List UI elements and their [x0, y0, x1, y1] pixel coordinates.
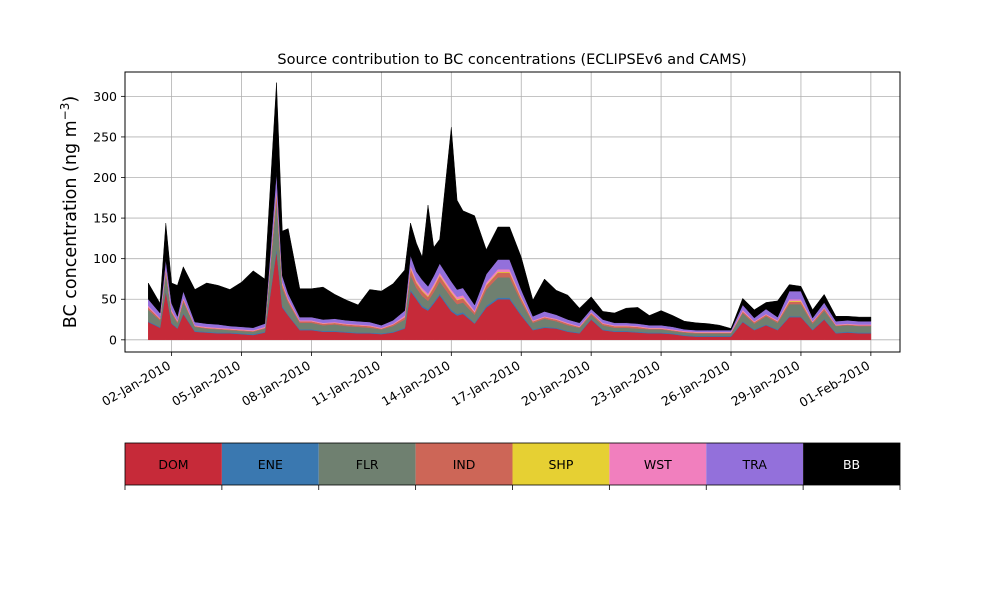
- legend-swatch-ind: [415, 443, 513, 485]
- x-tick-label: 29-Jan-2010: [729, 358, 803, 409]
- legend-swatch-tra: [706, 443, 804, 485]
- area-bb: [148, 82, 872, 331]
- y-axis-label: BC concentration (ng m−3): [58, 96, 81, 328]
- legend-label-ind: IND: [453, 457, 476, 472]
- legend-swatch-flr: [318, 443, 416, 485]
- y-axis-label-superscript: −3: [58, 103, 72, 121]
- x-axis: 02-Jan-201005-Jan-201008-Jan-201011-Jan-…: [99, 352, 872, 410]
- legend-label-dom: DOM: [158, 457, 188, 472]
- y-tick-label: 250: [93, 129, 117, 144]
- x-tick-label: 23-Jan-2010: [589, 358, 663, 409]
- stacked-areas: [148, 82, 872, 341]
- x-tick-label: 20-Jan-2010: [519, 358, 593, 409]
- x-tick-label: 17-Jan-2010: [449, 358, 523, 409]
- x-tick-label: 05-Jan-2010: [169, 358, 243, 409]
- plot-frame: [124, 71, 901, 353]
- x-tick-label: 08-Jan-2010: [239, 358, 313, 409]
- legend-swatch-bb: [803, 443, 900, 485]
- x-tick-label: 14-Jan-2010: [379, 358, 453, 409]
- legend-swatch-ene: [221, 443, 319, 485]
- y-axis-label-main: BC concentration (ng m: [61, 120, 81, 328]
- x-tick-label: 01-Feb-2010: [797, 358, 873, 410]
- legend-label-wst: WST: [644, 457, 672, 472]
- y-tick-label: 0: [109, 332, 117, 347]
- legend-label-shp: SHP: [549, 457, 574, 472]
- legend-swatch-shp: [512, 443, 610, 485]
- legend-swatch-dom: [125, 443, 222, 485]
- chart-title: Source contribution to BC concentrations…: [277, 52, 746, 68]
- y-tick-label: 50: [101, 292, 117, 307]
- legend-colorbar: DOM ENE FLR IND SHP WST TRA BB: [124, 442, 901, 490]
- legend-swatch-wst: [609, 443, 707, 485]
- y-tick-label: 300: [93, 89, 117, 104]
- legend-label-bb: BB: [843, 457, 860, 472]
- x-tick-label: 02-Jan-2010: [99, 358, 173, 409]
- y-tick-label: 200: [93, 170, 117, 185]
- x-tick-label: 11-Jan-2010: [309, 358, 383, 409]
- y-axis: 0 50 100 150 200 250 300: [93, 89, 125, 347]
- y-axis-label-close: ): [61, 96, 81, 103]
- legend-label-flr: FLR: [356, 457, 379, 472]
- x-tick-label: 26-Jan-2010: [659, 358, 733, 409]
- y-tick-label: 100: [93, 251, 117, 266]
- legend-label-tra: TRA: [742, 457, 768, 472]
- y-tick-label: 150: [93, 211, 117, 226]
- legend-label-ene: ENE: [258, 457, 283, 472]
